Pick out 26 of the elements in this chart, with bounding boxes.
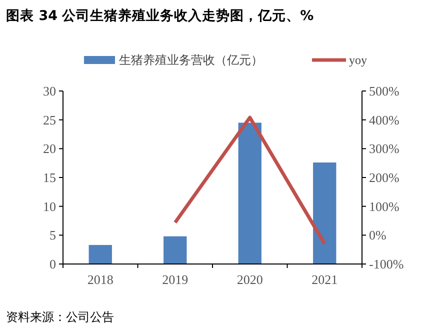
- y-tick-label: 30: [43, 84, 56, 99]
- x-tick-label: 2021: [312, 272, 338, 287]
- y-tick-label: 0: [50, 256, 56, 272]
- x-tick-label: 2020: [236, 272, 263, 287]
- y2-tick-label: 300%: [369, 141, 400, 156]
- y-tick-label: 25: [43, 112, 56, 128]
- bar: [164, 236, 187, 264]
- y-tick-label: 20: [43, 141, 56, 156]
- bar: [313, 162, 336, 264]
- x-tick-label: 2018: [87, 272, 114, 287]
- y-tick-label: 10: [43, 198, 56, 214]
- y2-tick-label: -100%: [369, 256, 404, 272]
- y2-tick-label: 400%: [369, 112, 400, 128]
- y2-tick-label: 100%: [369, 198, 400, 214]
- chart-title: 图表 34 公司生猪养殖业务收入走势图，亿元、%: [6, 7, 314, 24]
- text: 资料来源：公司公告: [6, 310, 114, 324]
- y2-tick-label: 0%: [369, 228, 386, 243]
- bar: [88, 244, 112, 264]
- x-tick-label: 2019: [162, 272, 188, 287]
- y2-tick-label: 200%: [369, 170, 400, 186]
- bar: [238, 122, 262, 264]
- y-tick-label: 15: [43, 170, 56, 186]
- y2-tick-label: 500%: [369, 84, 400, 99]
- legend-label: 生猪养殖业务营收（亿元）: [119, 53, 263, 68]
- legend-label: yoy: [349, 53, 367, 68]
- y-tick-label: 5: [50, 228, 56, 243]
